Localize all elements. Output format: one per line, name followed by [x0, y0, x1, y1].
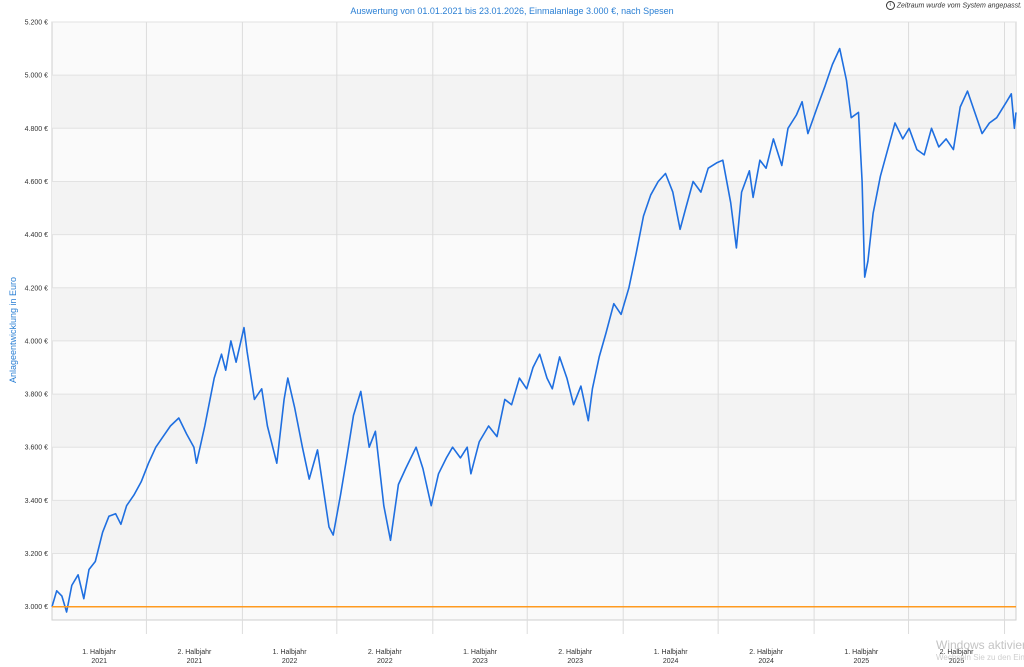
- x-tick-label: 2025: [854, 658, 870, 665]
- grid-band: [52, 287, 1016, 341]
- x-tick-label: 2024: [663, 658, 679, 665]
- system-notice-text: Zeitraum wurde vom System angepasst.: [896, 2, 1022, 10]
- x-tick-label: 2. Halbjahr: [177, 649, 212, 656]
- y-tick-label: 3.400 €: [25, 498, 48, 505]
- y-tick-label: 3.000 €: [25, 604, 48, 611]
- y-tick-label: 4.200 €: [25, 285, 48, 292]
- x-tick-label: 1. Halbjahr: [273, 649, 308, 656]
- x-tick-label: 2022: [377, 658, 393, 665]
- grid-band: [52, 181, 1016, 235]
- x-tick-label: 2. Halbjahr: [558, 649, 593, 656]
- x-tick-label: 2. Halbjahr: [749, 649, 784, 656]
- y-tick-label: 3.200 €: [25, 551, 48, 558]
- y-tick-label: 4.800 €: [25, 126, 48, 133]
- grid-band: [52, 500, 1016, 554]
- chart-title: Auswertung von 01.01.2021 bis 23.01.2026…: [350, 6, 674, 16]
- x-tick-label: 2023: [472, 658, 488, 665]
- x-tick-label: 2. Halbjahr: [940, 649, 975, 656]
- grid-band: [52, 75, 1016, 129]
- x-tick-label: 1. Halbjahr: [463, 649, 498, 656]
- grid-band: [52, 394, 1016, 448]
- x-tick-label: 2. Halbjahr: [368, 649, 403, 656]
- y-tick-label: 4.400 €: [25, 232, 48, 239]
- x-tick-label: 1. Halbjahr: [844, 649, 879, 656]
- y-tick-label: 4.000 €: [25, 338, 48, 345]
- y-tick-label: 5.000 €: [25, 73, 48, 80]
- x-tick-label: 2021: [187, 658, 203, 665]
- y-tick-label: 4.600 €: [25, 179, 48, 186]
- x-tick-label: 2023: [567, 658, 583, 665]
- x-tick-label: 2024: [758, 658, 774, 665]
- x-tick-label: 1. Halbjahr: [82, 649, 117, 656]
- x-tick-label: 2022: [282, 658, 298, 665]
- info-icon: i: [885, 1, 895, 10]
- system-notice: i Zeitraum wurde vom System angepasst.: [885, 1, 1022, 10]
- x-tick-label: 2025: [949, 658, 965, 665]
- x-tick-label: 1. Halbjahr: [654, 649, 689, 656]
- windows-watermark-title: Windows aktiviere: [936, 638, 1024, 652]
- y-tick-label: 5.200 €: [25, 20, 48, 27]
- y-tick-label: 3.800 €: [25, 392, 48, 399]
- series-line-investment: [51, 47, 1017, 613]
- x-tick-label: 2021: [91, 658, 107, 665]
- y-tick-label: 3.600 €: [25, 445, 48, 452]
- windows-watermark-subtitle: Wechseln Sie zu den Ein: [936, 653, 1024, 662]
